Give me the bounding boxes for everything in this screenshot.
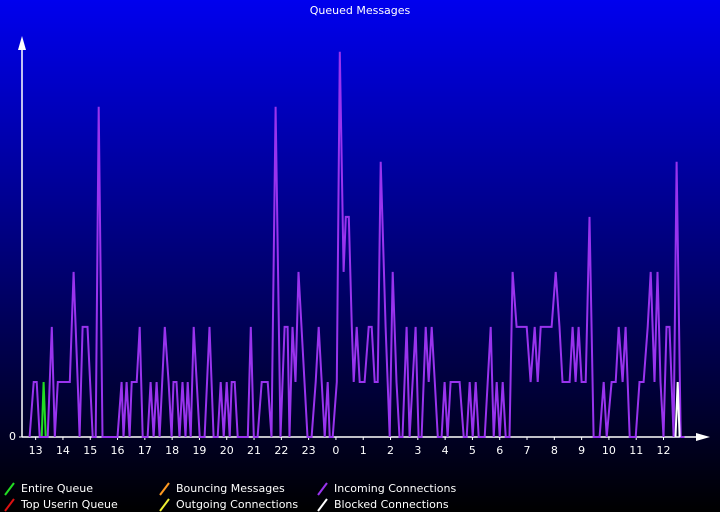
x-axis-arrow [696, 433, 710, 441]
x-tick-label: 19 [192, 444, 206, 457]
legend-swatch [4, 482, 15, 496]
x-tick-label: 7 [524, 444, 531, 457]
x-tick-label: 6 [496, 444, 503, 457]
chart-title: Queued Messages [310, 4, 411, 17]
x-tick-label: 22 [274, 444, 288, 457]
legend-label: Blocked Connections [334, 498, 449, 511]
x-tick-label: 23 [302, 444, 316, 457]
legend-label: Top Userin Queue [20, 498, 118, 511]
x-tick-label: 4 [442, 444, 449, 457]
x-tick-label: 10 [602, 444, 616, 457]
legend-label: Entire Queue [21, 482, 93, 495]
series-line [28, 51, 685, 438]
x-tick-label: 0 [332, 444, 339, 457]
x-tick-label: 18 [165, 444, 179, 457]
legend-label: Outgoing Connections [176, 498, 298, 511]
x-tick-label: 11 [629, 444, 643, 457]
legend-swatch [317, 498, 328, 512]
legend-label: Incoming Connections [334, 482, 456, 495]
legend-swatch [159, 482, 170, 496]
series-line [674, 381, 681, 438]
x-tick-label: 12 [657, 444, 671, 457]
x-tick-label: 21 [247, 444, 261, 457]
legend-label: Bouncing Messages [176, 482, 285, 495]
series-line [40, 381, 47, 438]
x-tick-label: 8 [551, 444, 558, 457]
x-tick-label: 1 [360, 444, 367, 457]
legend-swatch [159, 498, 170, 512]
x-tick-label: 20 [220, 444, 234, 457]
y-tick-label: 0 [9, 430, 16, 443]
legend-swatch [4, 498, 15, 512]
y-axis-arrow [18, 36, 26, 50]
x-tick-label: 9 [578, 444, 585, 457]
x-tick-label: 2 [387, 444, 394, 457]
x-tick-label: 17 [138, 444, 152, 457]
x-tick-label: 16 [111, 444, 125, 457]
x-tick-label: 14 [56, 444, 70, 457]
x-tick-label: 15 [83, 444, 97, 457]
x-tick-label: 13 [29, 444, 43, 457]
legend-swatch [317, 482, 328, 496]
x-tick-label: 5 [469, 444, 476, 457]
x-tick-label: 3 [414, 444, 421, 457]
